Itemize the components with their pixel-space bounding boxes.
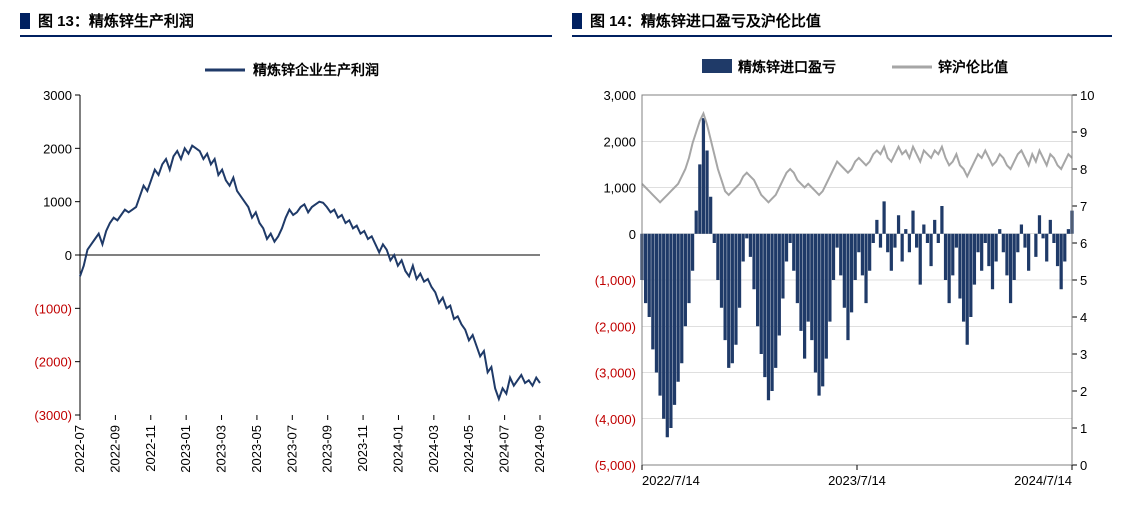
svg-text:锌沪伦比值: 锌沪伦比值 (938, 59, 1008, 75)
svg-text:2: 2 (1080, 384, 1087, 399)
fig-label-right: 图 14： (590, 10, 641, 31)
svg-text:(1,000): (1,000) (595, 273, 636, 288)
svg-text:0: 0 (629, 227, 636, 242)
svg-text:1000: 1000 (43, 195, 72, 210)
fig-title-left: 精炼锌生产利润 (89, 10, 194, 31)
svg-text:2023-01: 2023-01 (178, 425, 193, 473)
svg-text:2024-01: 2024-01 (390, 425, 405, 473)
svg-text:2024/7/14: 2024/7/14 (1014, 473, 1072, 488)
svg-text:2022-09: 2022-09 (107, 425, 122, 473)
svg-text:(5,000): (5,000) (595, 458, 636, 473)
svg-text:7: 7 (1080, 199, 1087, 214)
svg-text:2022-07: 2022-07 (72, 425, 87, 473)
svg-text:0: 0 (65, 248, 72, 263)
svg-text:3,000: 3,000 (603, 88, 636, 103)
svg-text:4: 4 (1080, 310, 1087, 325)
chart-left-svg: 精炼锌企业生产利润 (3000) (2000) (1000) 0 1000 2000 3000… (20, 45, 550, 505)
svg-text:2023-07: 2023-07 (284, 425, 299, 473)
svg-text:2024-05: 2024-05 (461, 425, 476, 473)
svg-text:(3,000): (3,000) (595, 366, 636, 381)
svg-text:3: 3 (1080, 347, 1087, 362)
svg-text:2023-11: 2023-11 (355, 425, 370, 472)
svg-text:2023-09: 2023-09 (320, 425, 335, 473)
title-block-icon (20, 13, 30, 29)
svg-text:(3000): (3000) (34, 408, 72, 423)
svg-text:2022/7/14: 2022/7/14 (642, 473, 700, 488)
svg-text:1: 1 (1080, 421, 1087, 436)
svg-text:2024-07: 2024-07 (497, 425, 512, 473)
svg-text:2000: 2000 (43, 141, 72, 156)
svg-text:6: 6 (1080, 236, 1087, 251)
svg-text:2024-03: 2024-03 (426, 425, 441, 473)
svg-text:5: 5 (1080, 273, 1087, 288)
title-bar-right: 图 14： 精炼锌进口盈亏及沪伦比值 (572, 10, 1112, 37)
chart-left: 精炼锌企业生产利润 (3000) (2000) (1000) 0 1000 2000 3000… (20, 45, 552, 505)
panel-left: 图 13： 精炼锌生产利润 精炼锌企业生产利润 (3000) (2000) (1000… (20, 10, 552, 505)
title-block-icon (572, 13, 582, 29)
svg-text:2023/7/14: 2023/7/14 (828, 473, 886, 488)
svg-text:10: 10 (1080, 88, 1094, 103)
svg-text:(2000): (2000) (34, 355, 72, 370)
svg-text:8: 8 (1080, 162, 1087, 177)
svg-text:9: 9 (1080, 125, 1087, 140)
svg-text:2022-11: 2022-11 (143, 425, 158, 472)
svg-text:精炼锌进口盈亏: 精炼锌进口盈亏 (738, 59, 836, 75)
svg-text:0: 0 (1080, 458, 1087, 473)
svg-text:(1000): (1000) (34, 301, 72, 316)
svg-text:3000: 3000 (43, 88, 72, 103)
chart-right: 精炼锌进口盈亏 锌沪伦比值 (5,000) (4,000) (3,000) (2,000)… (572, 45, 1112, 505)
fig-title-right: 精炼锌进口盈亏及沪伦比值 (641, 10, 821, 31)
svg-text:2023-05: 2023-05 (249, 425, 264, 473)
panel-right: 图 14： 精炼锌进口盈亏及沪伦比值 精炼锌进口盈亏 锌沪伦比值 (5,000) (4… (572, 10, 1112, 505)
fig-label-left: 图 13： (38, 10, 89, 31)
svg-text:2,000: 2,000 (603, 134, 636, 149)
svg-text:2023-03: 2023-03 (214, 425, 229, 473)
svg-text:精炼锌企业生产利润: 精炼锌企业生产利润 (253, 62, 379, 78)
chart-right-svg: 精炼锌进口盈亏 锌沪伦比值 (5,000) (4,000) (3,000) (2,000)… (572, 45, 1112, 505)
svg-text:(4,000): (4,000) (595, 412, 636, 427)
svg-text:(2,000): (2,000) (595, 319, 636, 334)
svg-text:1,000: 1,000 (603, 181, 636, 196)
svg-text:2024-09: 2024-09 (532, 425, 547, 473)
title-bar-left: 图 13： 精炼锌生产利润 (20, 10, 552, 37)
